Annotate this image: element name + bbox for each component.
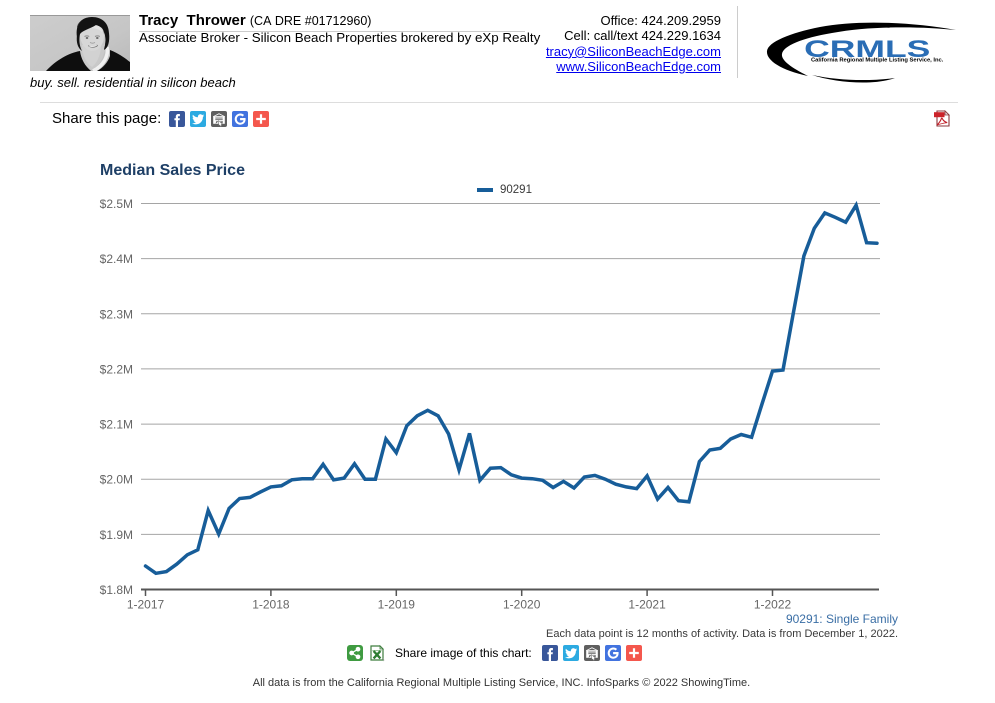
- svg-text:$1.9M: $1.9M: [100, 528, 133, 542]
- svg-text:California Regional Multiple L: California Regional Multiple Listing Ser…: [811, 58, 944, 64]
- svg-text:$2.4M: $2.4M: [100, 252, 133, 266]
- svg-text:$2.3M: $2.3M: [100, 307, 133, 321]
- svg-text:1-2018: 1-2018: [252, 598, 290, 612]
- svg-text:1-2019: 1-2019: [378, 598, 416, 612]
- svg-text:1-2017: 1-2017: [127, 598, 165, 612]
- svg-text:$1.8M: $1.8M: [100, 583, 133, 597]
- svg-text:$2.2M: $2.2M: [100, 362, 133, 376]
- svg-text:1-2022: 1-2022: [754, 598, 792, 612]
- svg-text:1-2021: 1-2021: [628, 598, 666, 612]
- svg-text:$2.1M: $2.1M: [100, 418, 133, 432]
- svg-text:1-2020: 1-2020: [503, 598, 541, 612]
- svg-text:CRMLS: CRMLS: [804, 36, 930, 63]
- svg-text:$2.5M: $2.5M: [100, 197, 133, 211]
- svg-text:$2.0M: $2.0M: [100, 473, 133, 487]
